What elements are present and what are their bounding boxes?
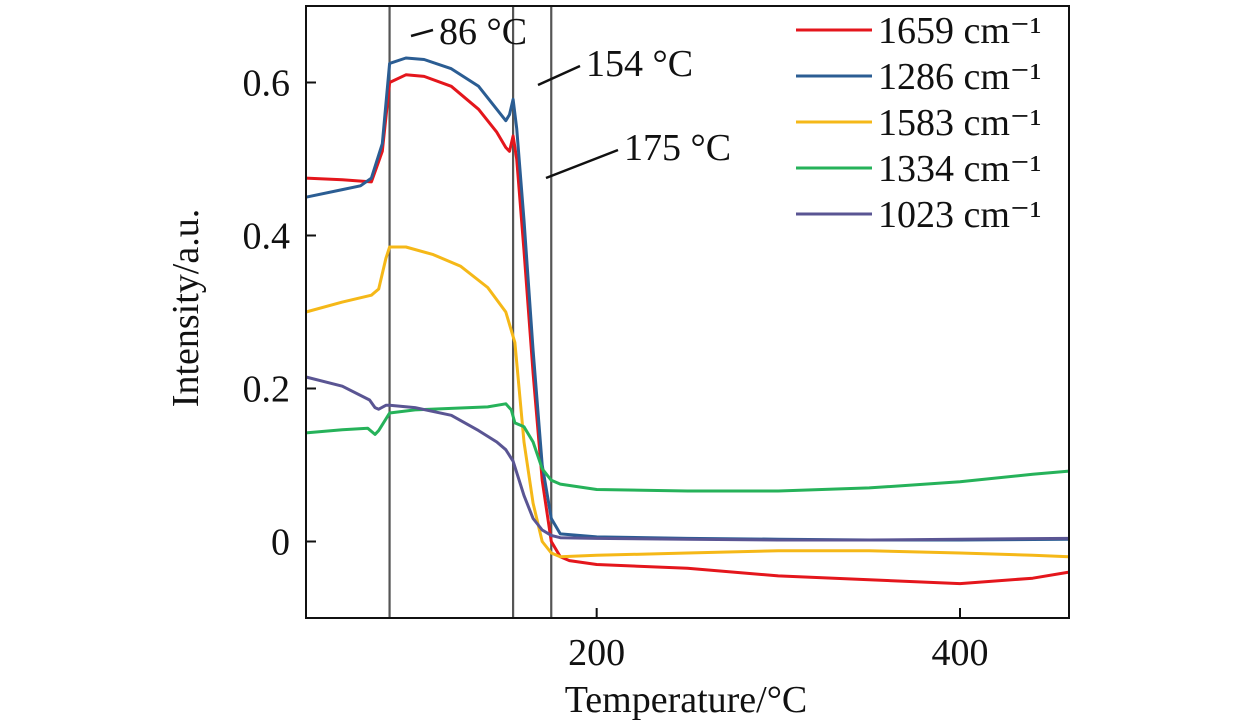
- legend-label-4: 1023 cm⁻¹: [878, 194, 1041, 236]
- y-tick-label-2: 0.4: [243, 216, 291, 258]
- x-tick-label-1: 400: [932, 632, 989, 674]
- series-layer: [305, 56, 1070, 586]
- y-tick-label-0: 0: [271, 522, 290, 564]
- annotation-label-0: 86 °C: [439, 11, 527, 53]
- series-line-0: [305, 73, 1070, 586]
- axis-layer: 200 400 0 0.2 0.4 0.6: [243, 5, 1070, 674]
- x-axis-title: Temperature/°C: [565, 679, 808, 721]
- annotation-leader-1: [537, 64, 581, 87]
- legend-label-0: 1659 cm⁻¹: [878, 10, 1041, 52]
- series-line-4: [305, 375, 1070, 542]
- y-axis-title: Intensity/a.u.: [165, 209, 207, 407]
- legend-label-3: 1334 cm⁻¹: [878, 148, 1041, 190]
- y-tick-label-3: 0.6: [243, 63, 291, 105]
- annot-layer: 86 °C 154 °C 175 °C: [410, 11, 731, 180]
- annotation-label-1: 154 °C: [586, 43, 693, 85]
- x-tick-label-0: 200: [568, 632, 625, 674]
- plot-frame: [305, 5, 1070, 619]
- annotation-leader-2: [545, 148, 619, 180]
- y-tick-label-1: 0.2: [243, 369, 291, 411]
- legend-label-1: 1286 cm⁻¹: [878, 56, 1041, 98]
- series-line-2: [305, 245, 1070, 559]
- annotation-leader-0: [410, 28, 434, 38]
- vlines-layer: [388, 6, 553, 618]
- series-line-3: [305, 402, 1070, 493]
- annotation-label-2: 175 °C: [624, 127, 731, 169]
- legend-label-2: 1583 cm⁻¹: [878, 102, 1041, 144]
